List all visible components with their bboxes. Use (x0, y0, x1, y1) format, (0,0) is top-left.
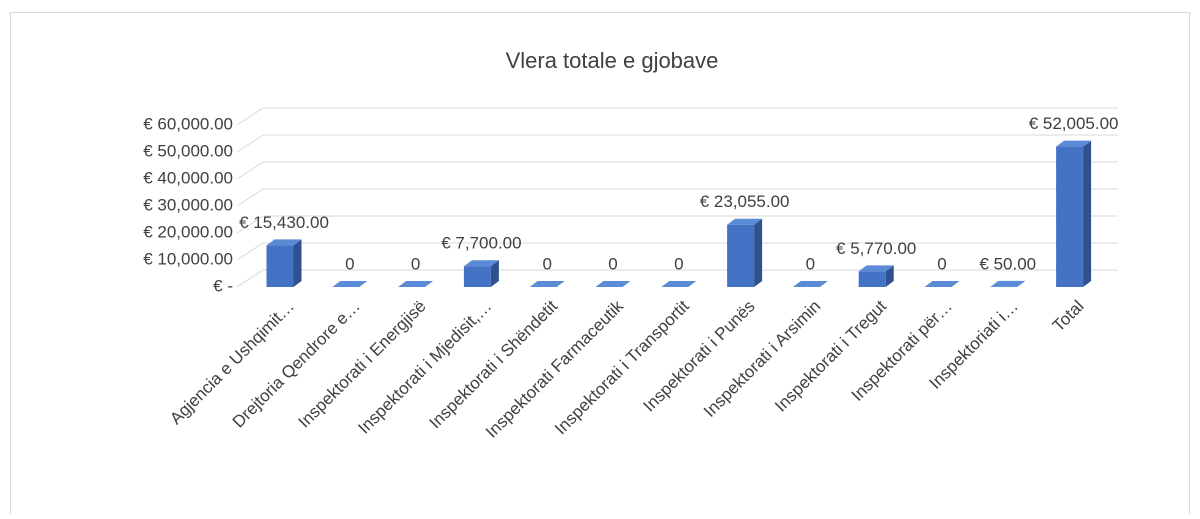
bar (1056, 141, 1091, 287)
bar-front (727, 225, 754, 287)
bar (464, 260, 499, 287)
y-tick-label: € 30,000.00 (143, 195, 233, 214)
data-label: 0 (345, 254, 354, 273)
data-label: € 23,055.00 (700, 192, 790, 211)
bar-front (1056, 147, 1083, 287)
bar-front (267, 245, 294, 287)
bar-side (754, 219, 762, 287)
data-label: 0 (542, 254, 551, 273)
data-label: 0 (411, 254, 420, 273)
data-label: € 52,005.00 (1029, 114, 1119, 133)
bar (727, 219, 762, 287)
chart-title: Vlera totale e gjobave (506, 48, 719, 73)
data-label: € 50.00 (979, 254, 1036, 273)
data-label: 0 (937, 254, 946, 273)
y-tick-label: € 10,000.00 (143, 249, 233, 268)
y-tick-label: € 20,000.00 (143, 222, 233, 241)
bar-front (464, 266, 491, 287)
y-tick-label: € 40,000.00 (143, 168, 233, 187)
bar-side (1083, 141, 1091, 287)
data-label: € 5,770.00 (836, 239, 916, 258)
y-tick-label: € 60,000.00 (143, 114, 233, 133)
bar (859, 265, 894, 287)
data-label: 0 (674, 254, 683, 273)
y-tick-label: € 50,000.00 (143, 141, 233, 160)
bar (267, 239, 302, 287)
y-tick-label: € - (213, 276, 233, 295)
data-label: 0 (806, 254, 815, 273)
bar-side (294, 239, 302, 287)
data-label: 0 (608, 254, 617, 273)
bar-front (859, 271, 886, 287)
data-label: € 7,700.00 (441, 234, 521, 253)
data-label: € 15,430.00 (239, 213, 329, 232)
